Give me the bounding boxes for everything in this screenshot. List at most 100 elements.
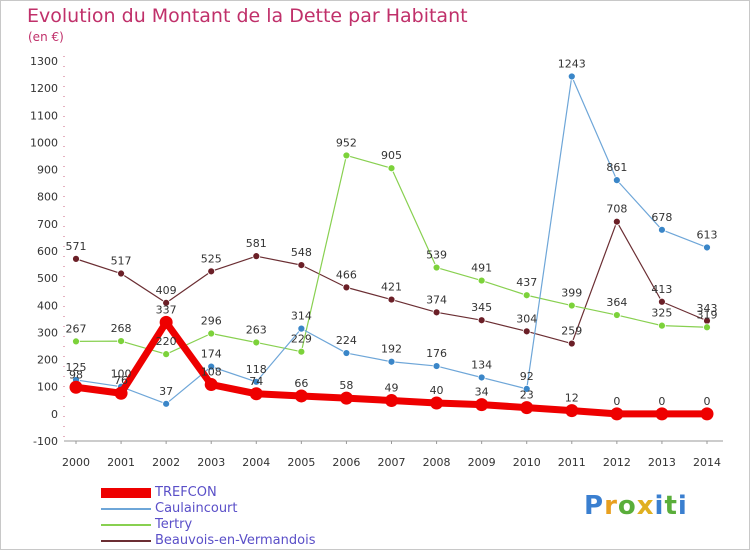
data-point — [117, 337, 125, 346]
data-point — [700, 407, 714, 421]
data-point — [159, 315, 173, 329]
data-label: 0 — [613, 395, 620, 408]
data-point — [342, 349, 351, 357]
data-point — [385, 394, 398, 408]
legend-swatch — [101, 508, 151, 510]
data-label: 345 — [471, 301, 492, 314]
data-point — [204, 378, 218, 392]
data-point — [339, 391, 353, 405]
data-label: 905 — [381, 149, 402, 162]
data-point — [475, 398, 489, 412]
data-point — [477, 373, 486, 382]
data-label: 125 — [66, 361, 87, 374]
logo-letter: i — [677, 491, 688, 521]
x-tick-label: 2006 — [332, 456, 360, 469]
legend-swatch — [101, 488, 151, 498]
data-point — [522, 384, 531, 393]
data-label: 220 — [156, 335, 177, 348]
data-point — [432, 263, 441, 272]
legend-swatch — [101, 524, 151, 526]
data-label: 325 — [651, 307, 672, 320]
y-unit-label: (en €) — [28, 30, 64, 44]
data-label: 23 — [520, 389, 534, 402]
series-beauvois-en-vermandois — [72, 217, 711, 348]
data-point — [252, 338, 261, 347]
data-label: 34 — [475, 386, 489, 399]
data-label: 40 — [430, 384, 444, 397]
logo-letter: r — [604, 491, 618, 521]
x-tick-label: 2008 — [423, 456, 451, 469]
logo-letter: o — [617, 491, 637, 521]
data-label: 337 — [156, 303, 177, 316]
x-tick-label: 2007 — [378, 456, 406, 469]
data-point — [477, 276, 486, 285]
data-label: 364 — [606, 296, 627, 309]
data-point — [72, 337, 80, 346]
legend-swatch — [101, 540, 151, 542]
data-label: 174 — [201, 348, 222, 361]
y-tick-label: 1100 — [30, 109, 58, 122]
data-point — [477, 316, 486, 325]
logo-letter: P — [584, 491, 605, 521]
y-tick-label: 900 — [37, 164, 58, 177]
logo-letter: t — [664, 491, 678, 521]
data-point — [162, 399, 171, 408]
logo-letter: x — [636, 491, 655, 521]
y-tick-label: 500 — [37, 272, 58, 285]
data-point — [114, 386, 128, 400]
data-point — [387, 357, 396, 366]
x-tick-label: 2010 — [513, 456, 541, 469]
data-label: 304 — [516, 312, 537, 325]
data-point — [249, 387, 263, 401]
data-point — [520, 401, 534, 415]
legend-label: Caulaincourt — [155, 501, 238, 516]
data-point — [658, 225, 666, 234]
y-tick-label: 400 — [37, 299, 58, 312]
data-label: 708 — [606, 203, 627, 216]
data-label: 466 — [336, 268, 357, 281]
data-point — [567, 72, 576, 81]
data-label: 0 — [658, 395, 665, 408]
data-label: 229 — [291, 333, 312, 346]
data-label: 525 — [201, 252, 222, 265]
y-tick-label: 0 — [51, 408, 58, 421]
data-label: 296 — [201, 315, 222, 328]
data-point — [387, 295, 396, 304]
data-label: 0 — [704, 395, 711, 408]
x-tick-label: 2013 — [648, 456, 676, 469]
axes: -100010020030040050060070080090010001100… — [30, 55, 723, 469]
data-point — [252, 377, 261, 386]
data-label: 263 — [246, 323, 267, 336]
x-tick-label: 2011 — [558, 456, 586, 469]
x-tick-label: 2001 — [107, 456, 135, 469]
data-point — [432, 308, 441, 317]
x-tick-label: 2005 — [287, 456, 315, 469]
data-label: 613 — [697, 228, 718, 241]
data-point — [565, 404, 579, 418]
data-label: 491 — [471, 262, 492, 275]
data-point — [610, 407, 624, 421]
data-label: 539 — [426, 249, 447, 262]
data-point — [297, 261, 306, 270]
x-tick-label: 2012 — [603, 456, 631, 469]
data-label: 319 — [697, 308, 718, 321]
data-label: 58 — [339, 379, 353, 392]
data-point — [522, 327, 531, 336]
x-tick-label: 2003 — [197, 456, 225, 469]
y-tick-label: 600 — [37, 245, 58, 258]
y-tick-label: 200 — [37, 354, 58, 367]
data-label: 76 — [114, 374, 128, 387]
data-label: 134 — [471, 358, 492, 371]
legend-label: TREFCON — [155, 485, 217, 500]
data-point — [387, 164, 396, 173]
data-point — [294, 389, 308, 403]
data-label: 176 — [426, 347, 447, 360]
logo-letter: i — [654, 491, 665, 521]
y-tick-label: 1200 — [30, 82, 58, 95]
data-label: 413 — [651, 283, 672, 296]
data-label: 49 — [385, 382, 399, 395]
x-tick-label: 2004 — [242, 456, 270, 469]
data-label: 314 — [291, 310, 312, 323]
x-tick-label: 2000 — [62, 456, 90, 469]
